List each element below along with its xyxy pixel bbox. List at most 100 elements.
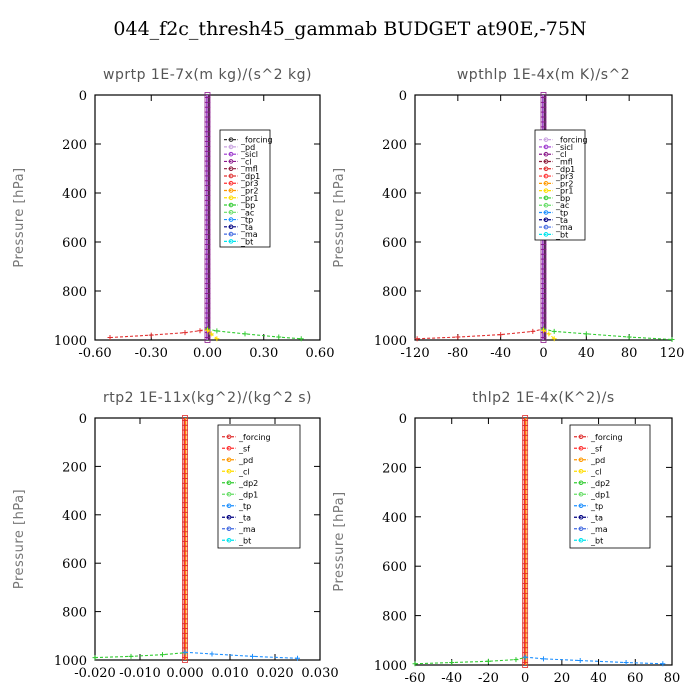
legend-label: _dp1	[590, 490, 610, 499]
legend-marker	[228, 224, 234, 230]
y-tick-label: 200	[62, 138, 87, 153]
x-tick-label: 80	[621, 346, 638, 361]
y-axis-label: Pressure [hPa]	[332, 491, 347, 591]
x-tick-label: 0.30	[249, 346, 278, 361]
x-tick-label: -80	[447, 346, 468, 361]
legend-marker	[578, 434, 584, 440]
series-line	[184, 651, 298, 659]
series-point	[182, 330, 188, 336]
legend-label: _cl	[555, 150, 567, 159]
y-axis-label: Pressure [hPa]	[12, 489, 27, 589]
y-tick-label: 600	[382, 560, 407, 575]
series-point	[551, 328, 557, 334]
legend-marker	[228, 137, 234, 142]
x-tick-label: 0.00	[193, 346, 222, 361]
legend-marker	[543, 217, 549, 223]
legend-marker	[578, 480, 584, 486]
legend-label: _ta	[238, 513, 251, 522]
legend-label: _dp1	[555, 165, 575, 174]
legend-label: _bt	[238, 536, 251, 545]
panel-2: wpthlp 1E-4x(m K)/s^2 Pressure [hPa] 0 200 4…	[332, 67, 684, 361]
series-point	[208, 331, 214, 337]
series-point	[160, 652, 165, 658]
legend-marker	[543, 195, 549, 201]
legend: _forcing_pd_sicl_cl_mfl_dp1_pr3_pr2_pr1_…	[219, 129, 273, 248]
x-tick-label: -60	[405, 671, 426, 686]
legend: _forcing _sf _pd _cl _dp2 _dp1 _tp _ta _ma _bt	[217, 424, 301, 549]
legend-label: _sicl	[555, 143, 573, 152]
figure-title: 044_f2c_thresh45_gammab BUDGET at90E,-75…	[113, 18, 587, 40]
legend-label: _bt	[240, 237, 253, 246]
series-point	[530, 328, 536, 334]
y-tick-label: 800	[382, 285, 407, 300]
legend-label: _dp1	[238, 490, 258, 499]
series-point	[182, 649, 188, 655]
profile-marker	[540, 337, 547, 343]
series-line	[94, 652, 186, 659]
legend-marker	[543, 232, 549, 237]
legend-label: _forcing	[555, 136, 588, 145]
series-line	[417, 328, 544, 340]
series-point	[128, 653, 134, 659]
legend-label: _bt	[590, 536, 603, 545]
legend-label: _tp	[590, 502, 603, 511]
series-point	[583, 331, 589, 337]
legend-marker	[578, 445, 584, 451]
series-point	[623, 660, 629, 666]
y-tick-label: 400	[382, 187, 407, 202]
legend-box	[219, 129, 271, 248]
profile-marker	[182, 657, 188, 663]
legend-label: _tp	[240, 216, 253, 225]
legend-label: _bt	[555, 230, 568, 239]
y-tick-label: 800	[382, 610, 407, 625]
legend-box	[534, 129, 586, 241]
legend-marker	[543, 210, 549, 215]
series-point	[414, 336, 420, 342]
legend-marker	[578, 537, 584, 543]
series-point	[276, 334, 282, 340]
legend-marker	[228, 151, 234, 157]
legend-label: _ac	[555, 201, 569, 210]
legend-label: _ta	[555, 216, 568, 225]
x-tick-label: -40	[490, 346, 511, 361]
legend-label: _cl	[590, 467, 602, 476]
legend-label: _bp	[240, 201, 255, 210]
legend-marker	[228, 210, 234, 215]
legend-marker	[228, 173, 234, 179]
series-line	[543, 328, 673, 341]
x-tick-label: -0.010	[119, 666, 161, 681]
y-axis-label: Pressure [hPa]	[332, 167, 347, 267]
series-point	[295, 655, 300, 661]
legend-marker	[543, 159, 549, 164]
series-point	[541, 656, 546, 662]
legend-box	[217, 424, 301, 549]
series-point	[455, 334, 461, 340]
legend-label: _pr1	[555, 187, 573, 196]
profile-marker	[522, 662, 529, 668]
series-point	[498, 332, 504, 338]
y-tick-label: 1000	[374, 334, 407, 349]
y-tick-label: 800	[62, 285, 87, 300]
legend-label: _sf	[590, 444, 602, 453]
x-tick-label: 120	[660, 346, 685, 361]
y-tick-label: 600	[62, 236, 87, 251]
series-line	[414, 657, 526, 665]
x-tick-label: 0	[539, 346, 547, 361]
series-point	[449, 660, 455, 666]
legend-marker	[226, 457, 232, 463]
y-tick-label: 200	[382, 461, 407, 476]
panel-3: rtp2 1E-11x(kg^2)/(kg^2 s) Pressure [hPa]…	[12, 390, 339, 681]
x-tick-label: 20	[554, 671, 571, 686]
legend-marker	[578, 491, 584, 497]
legend-box	[569, 424, 651, 549]
legend-label: _bp	[555, 194, 570, 203]
y-tick-label: 600	[62, 557, 87, 572]
legend-marker	[228, 202, 234, 208]
x-tick-label: 60	[627, 671, 644, 686]
series-point	[412, 661, 418, 667]
series-point	[577, 658, 583, 664]
y-tick-label: 400	[382, 511, 407, 526]
legend-label: _pr2	[240, 187, 258, 196]
